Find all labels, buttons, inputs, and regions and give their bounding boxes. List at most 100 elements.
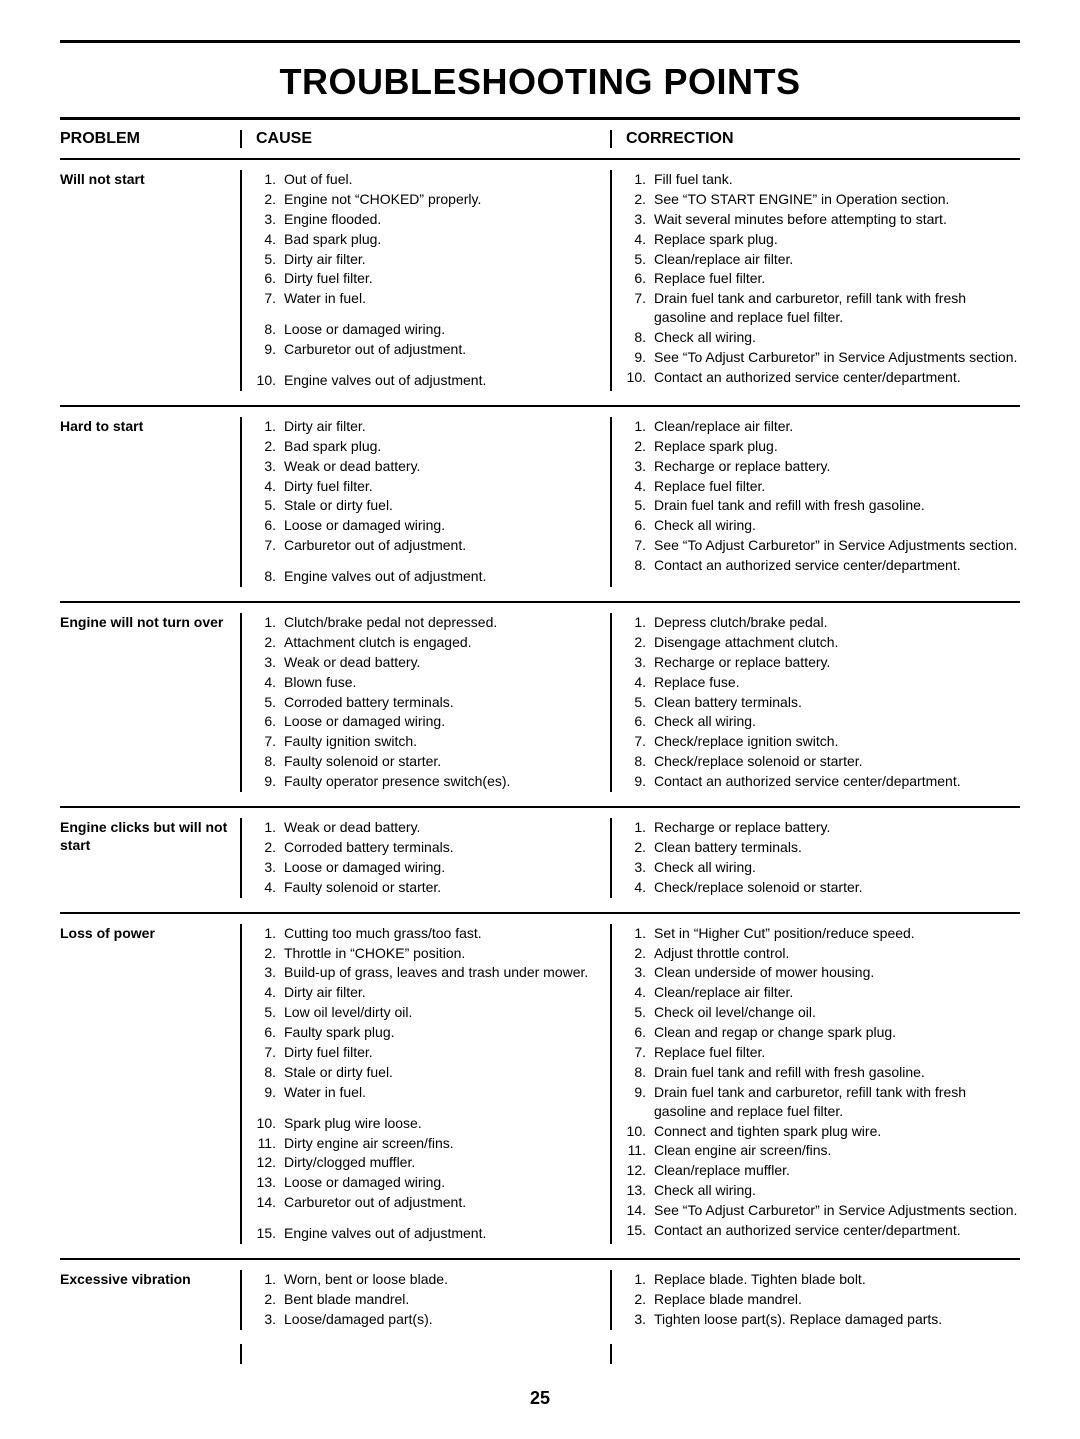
cause-cell: 1.Cutting too much grass/too fast.2.Thro… — [240, 924, 610, 1244]
item-text: Tighten loose part(s). Replace damaged p… — [654, 1310, 1020, 1329]
item-number: 5. — [626, 250, 654, 269]
item-text: Bent blade mandrel. — [284, 1290, 610, 1309]
correction-item: 3.Tighten loose part(s). Replace damaged… — [626, 1310, 1020, 1329]
cause-item: 3.Weak or dead battery. — [256, 653, 610, 672]
page-title: TROUBLESHOOTING POINTS — [60, 61, 1020, 103]
item-text: Weak or dead battery. — [284, 818, 610, 837]
correction-item: 2.Adjust throttle control. — [626, 944, 1020, 963]
cause-item: 1.Cutting too much grass/too fast. — [256, 924, 610, 943]
cause-item: 4.Faulty solenoid or starter. — [256, 878, 610, 897]
item-text: Loose or damaged wiring. — [284, 516, 610, 535]
correction-cell: 1.Fill fuel tank.2.See “TO START ENGINE”… — [610, 170, 1020, 391]
cause-item: 10.Engine valves out of adjustment. — [256, 371, 610, 390]
problem-cell: Excessive vibration — [60, 1270, 240, 1330]
table-tail — [60, 1344, 1020, 1364]
item-number: 5. — [256, 1003, 284, 1022]
item-text: Engine flooded. — [284, 210, 610, 229]
item-text: Corroded battery terminals. — [284, 838, 610, 857]
correction-item: 10.Connect and tighten spark plug wire. — [626, 1122, 1020, 1141]
item-text: Water in fuel. — [284, 1083, 610, 1102]
item-number: 1. — [626, 1270, 654, 1289]
item-text: Recharge or replace battery. — [654, 653, 1020, 672]
item-text: Clean/replace air filter. — [654, 250, 1020, 269]
correction-item: 4.Replace spark plug. — [626, 230, 1020, 249]
item-text: Loose or damaged wiring. — [284, 1173, 610, 1192]
item-number: 5. — [256, 496, 284, 515]
cause-item: 7.Dirty fuel filter. — [256, 1043, 610, 1062]
item-number: 3. — [256, 1310, 284, 1329]
item-number: 6. — [626, 1023, 654, 1042]
item-number: 2. — [626, 190, 654, 209]
cause-cell: 1.Weak or dead battery.2.Corroded batter… — [240, 818, 610, 898]
item-number: 7. — [626, 536, 654, 555]
correction-item: 8.Contact an authorized service center/d… — [626, 556, 1020, 575]
item-text: Adjust throttle control. — [654, 944, 1020, 963]
item-text: Dirty/clogged muffler. — [284, 1153, 610, 1172]
cause-item: 13.Loose or damaged wiring. — [256, 1173, 610, 1192]
item-text: Check all wiring. — [654, 516, 1020, 535]
correction-item: 12.Clean/replace muffler. — [626, 1161, 1020, 1180]
item-number: 10. — [256, 1114, 284, 1133]
item-text: Loose/damaged part(s). — [284, 1310, 610, 1329]
correction-cell: 1.Clean/replace air filter.2.Replace spa… — [610, 417, 1020, 587]
correction-item: 2.See “TO START ENGINE” in Operation sec… — [626, 190, 1020, 209]
item-number: 6. — [256, 712, 284, 731]
item-number: 8. — [626, 556, 654, 575]
item-text: Disengage attachment clutch. — [654, 633, 1020, 652]
item-number: 5. — [626, 693, 654, 712]
item-number: 7. — [256, 536, 284, 555]
correction-list: 1.Depress clutch/brake pedal.2.Disengage… — [626, 613, 1020, 791]
item-number: 6. — [256, 1023, 284, 1042]
correction-item: 6.Check all wiring. — [626, 712, 1020, 731]
cause-list: 1.Cutting too much grass/too fast.2.Thro… — [256, 924, 610, 1243]
item-text: Dirty air filter. — [284, 417, 610, 436]
item-text: Recharge or replace battery. — [654, 818, 1020, 837]
item-text: Weak or dead battery. — [284, 457, 610, 476]
item-text: Set in “Higher Cut” position/reduce spee… — [654, 924, 1020, 943]
item-text: Replace spark plug. — [654, 230, 1020, 249]
item-text: See “TO START ENGINE” in Operation secti… — [654, 190, 1020, 209]
item-number: 9. — [256, 772, 284, 791]
cause-item: 9.Faulty operator presence switch(es). — [256, 772, 610, 791]
correction-item: 3.Check all wiring. — [626, 858, 1020, 877]
cause-item: 7.Faulty ignition switch. — [256, 732, 610, 751]
item-text: Depress clutch/brake pedal. — [654, 613, 1020, 632]
table-header-row: PROBLEM CAUSE CORRECTION — [60, 120, 1020, 158]
correction-item: 7.See “To Adjust Carburetor” in Service … — [626, 536, 1020, 555]
item-number: 1. — [256, 417, 284, 436]
item-number: 4. — [626, 477, 654, 496]
item-text: Dirty air filter. — [284, 250, 610, 269]
correction-list: 1.Recharge or replace battery.2.Clean ba… — [626, 818, 1020, 897]
correction-item: 8.Check/replace solenoid or starter. — [626, 752, 1020, 771]
correction-item: 4.Clean/replace air filter. — [626, 983, 1020, 1002]
item-text: Replace fuse. — [654, 673, 1020, 692]
item-number: 1. — [256, 170, 284, 189]
cause-item: 5.Low oil level/dirty oil. — [256, 1003, 610, 1022]
correction-item: 1.Depress clutch/brake pedal. — [626, 613, 1020, 632]
correction-item: 7.Replace fuel filter. — [626, 1043, 1020, 1062]
item-text: Clean battery terminals. — [654, 838, 1020, 857]
item-text: Recharge or replace battery. — [654, 457, 1020, 476]
correction-item: 9.Drain fuel tank and carburetor, refill… — [626, 1083, 1020, 1121]
cause-item: 8.Engine valves out of adjustment. — [256, 567, 610, 586]
cause-item: 1.Dirty air filter. — [256, 417, 610, 436]
item-number: 1. — [626, 818, 654, 837]
cause-item: 2.Engine not “CHOKED” properly. — [256, 190, 610, 209]
correction-list: 1.Replace blade. Tighten blade bolt.2.Re… — [626, 1270, 1020, 1329]
table-row: Will not start1.Out of fuel.2.Engine not… — [60, 158, 1020, 405]
cause-item: 7.Water in fuel. — [256, 289, 610, 308]
cause-item: 2.Bent blade mandrel. — [256, 1290, 610, 1309]
correction-item: 13.Check all wiring. — [626, 1181, 1020, 1200]
problem-cell: Hard to start — [60, 417, 240, 587]
correction-cell: 1.Recharge or replace battery.2.Clean ba… — [610, 818, 1020, 898]
item-text: Attachment clutch is engaged. — [284, 633, 610, 652]
item-number: 2. — [256, 190, 284, 209]
cause-list: 1.Clutch/brake pedal not depressed.2.Att… — [256, 613, 610, 791]
cause-list: 1.Out of fuel.2.Engine not “CHOKED” prop… — [256, 170, 610, 390]
correction-item: 4.Replace fuse. — [626, 673, 1020, 692]
item-text: Faulty ignition switch. — [284, 732, 610, 751]
item-text: Water in fuel. — [284, 289, 610, 308]
cause-item: 3.Loose/damaged part(s). — [256, 1310, 610, 1329]
correction-item: 2.Disengage attachment clutch. — [626, 633, 1020, 652]
item-number: 7. — [256, 732, 284, 751]
